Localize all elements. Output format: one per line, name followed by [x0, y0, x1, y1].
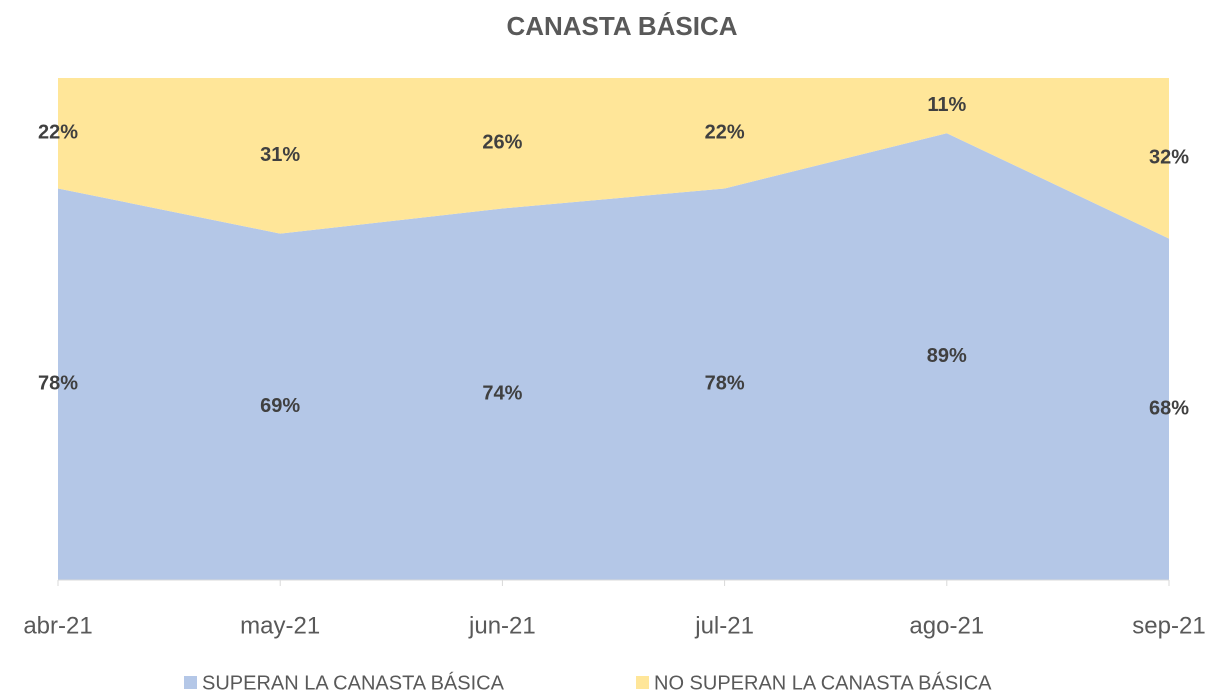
legend-swatch — [184, 676, 197, 689]
x-tick-label: sep-21 — [1132, 612, 1205, 639]
data-label: 22% — [38, 122, 78, 144]
area — [58, 78, 1169, 239]
data-label: 74% — [482, 383, 522, 405]
x-tick-label: jun-21 — [468, 612, 536, 639]
legend-swatch — [636, 676, 649, 689]
data-label: 78% — [705, 373, 745, 395]
data-label: 78% — [38, 373, 78, 395]
x-tick-label: may-21 — [240, 612, 320, 639]
data-label: 26% — [482, 132, 522, 154]
data-label: 31% — [260, 144, 300, 166]
x-tick-label: jul-21 — [694, 612, 754, 639]
legend-label: SUPERAN LA CANASTA BÁSICA — [202, 671, 505, 694]
data-label: 89% — [927, 345, 967, 367]
chart-title: CANASTA BÁSICA — [506, 11, 737, 41]
legend-label: NO SUPERAN LA CANASTA BÁSICA — [654, 671, 992, 694]
data-label: 32% — [1149, 147, 1189, 169]
data-label: 69% — [260, 395, 300, 417]
area — [58, 133, 1169, 580]
x-tick-label: abr-21 — [23, 612, 92, 639]
x-tick-label: ago-21 — [909, 612, 984, 639]
data-label: 22% — [705, 122, 745, 144]
data-label: 11% — [927, 94, 966, 116]
data-label: 68% — [1149, 398, 1189, 420]
